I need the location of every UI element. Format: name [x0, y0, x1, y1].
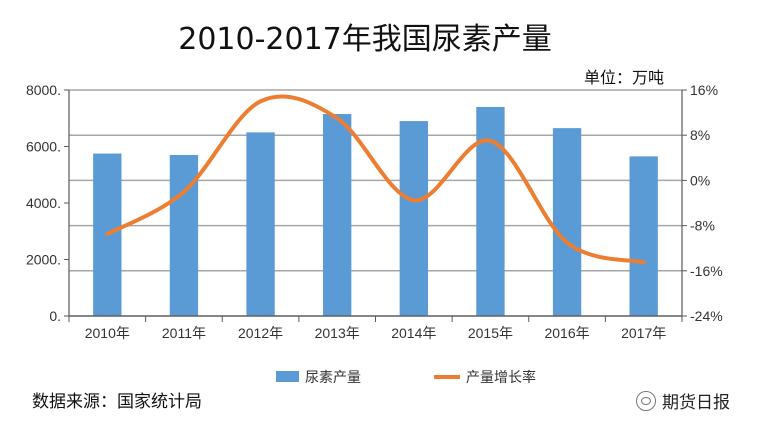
legend-swatch-bar — [276, 371, 299, 382]
bar — [399, 121, 428, 316]
chart-title: 2010-2017年我国尿素产量 — [178, 22, 552, 57]
growth-rate-line — [105, 94, 646, 265]
left-tick-label: 8000. — [26, 82, 61, 98]
x-tick-label: 2012年 — [238, 325, 283, 341]
left-tick-label: 2000. — [26, 252, 61, 268]
legend-label-line: 产量增长率 — [466, 369, 536, 385]
bar — [552, 128, 582, 316]
x-tick-label: 2013年 — [315, 325, 360, 341]
source-note: 数据来源：国家统计局 — [32, 392, 202, 412]
right-tick-label: -16% — [690, 263, 723, 279]
right-tick-label: 16% — [690, 82, 718, 98]
right-tick-label: -8% — [690, 218, 715, 234]
right-tick-label: 8% — [690, 127, 710, 143]
x-tick-label: 2015年 — [468, 325, 513, 341]
right-tick-label: -24% — [690, 308, 723, 324]
bar — [323, 114, 352, 316]
bar — [476, 106, 505, 316]
right-tick-label: 0% — [690, 172, 710, 188]
x-tick-label: 2017年 — [621, 325, 666, 341]
left-tick-label: 0. — [49, 308, 61, 324]
bar — [246, 132, 275, 316]
wechat-icon — [636, 390, 656, 411]
x-tick-label: 2011年 — [162, 325, 206, 341]
legend-label-bar: 尿素产量 — [305, 369, 361, 385]
brand-name: 期货日报 — [662, 393, 730, 413]
bar — [629, 156, 658, 316]
left-tick-label: 4000. — [26, 195, 61, 211]
x-tick-label: 2016年 — [544, 325, 589, 341]
x-tick-label: 2010年 — [85, 325, 130, 341]
x-tick-label: 2014年 — [391, 325, 436, 341]
left-tick-label: 6000. — [26, 139, 61, 155]
brand-watermark: 期货日报 — [636, 388, 730, 413]
unit-label: 单位：万吨 — [584, 68, 665, 87]
